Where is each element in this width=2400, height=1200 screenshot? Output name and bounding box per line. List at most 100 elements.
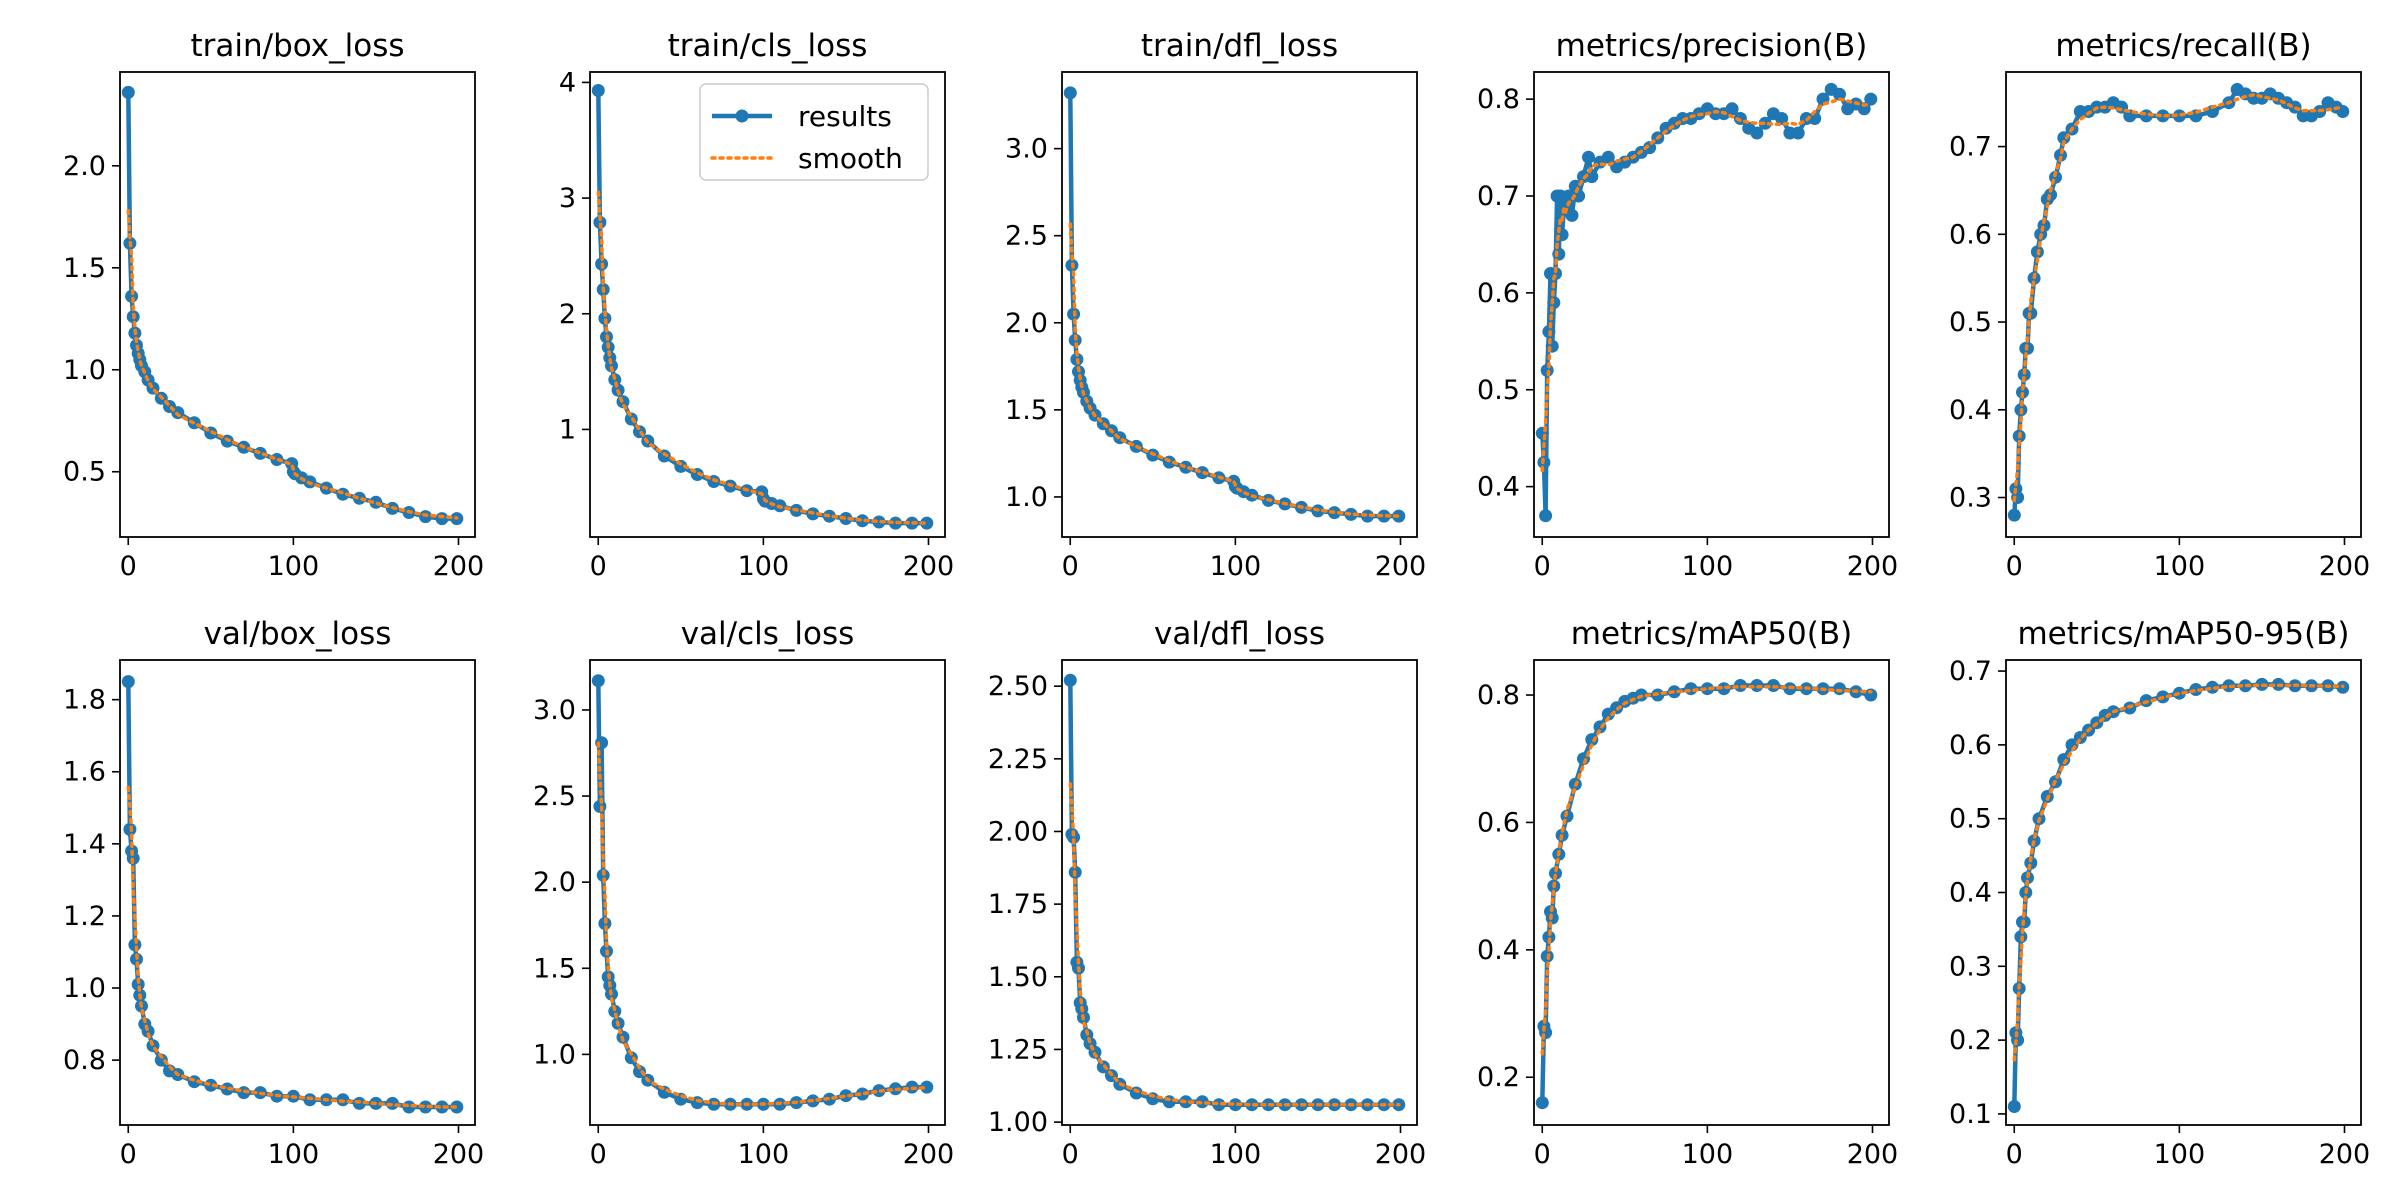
results-point [855,1087,869,1101]
y-tick-label: 0.5 [1949,804,1992,835]
y-tick-label: 2.0 [533,867,576,898]
y-tick-label: 0.5 [1477,375,1520,406]
y-tick-label: 0.6 [1477,807,1520,838]
results-point [872,515,886,529]
subplot-train-cls-loss: train/cls_loss 0 100 200 1 2 3 4 results smooth [559,28,954,582]
results-point [2156,109,2170,123]
results-point [1565,208,1579,222]
results-point [1129,1086,1143,1100]
legend-box [699,83,929,181]
results-point [608,1004,622,1018]
results-point [1572,189,1586,203]
y-tick-label: 0.6 [1949,730,1992,761]
y-tick-label: 0.7 [1949,132,1992,163]
results-point [1791,126,1805,140]
results-point [1601,150,1615,164]
results-point [1195,1095,1209,1109]
x-tick-label: 100 [268,1139,320,1170]
results-point [2054,148,2067,162]
y-tick-label: 1.0 [1005,482,1048,513]
subplot-metrics-map50-95-b-: metrics/mAP50-95(B) 0 100 200 0.1 0.2 0.3 0.4 0.… [1949,616,2370,1170]
results-point [1717,682,1731,696]
results-point [2172,109,2186,123]
results-point [1864,92,1878,106]
x-tick-label: 100 [2154,551,2206,582]
x-tick-label: 100 [738,1139,790,1170]
plot-frame [589,71,946,538]
results-point [2017,368,2031,382]
y-tick-label: 0.3 [1949,483,1992,514]
legend: results smooth [699,83,929,181]
results-point [1775,112,1789,125]
x-tick-label: 0 [2006,551,2023,582]
x-tick-label: 0 [2006,1139,2023,1170]
x-tick-label: 200 [1847,551,1899,582]
y-tick-label: 2.5 [533,781,576,812]
y-tick-label: 2.25 [988,744,1048,775]
subplot-metrics-precision-b-: metrics/precision(B) 0 100 200 0.4 0.5 0.6 0.7 0… [1477,28,1898,582]
y-tick-label: 2.50 [988,671,1048,702]
x-tick-label: 200 [903,1139,955,1170]
y-tick-label: 0.7 [1477,181,1520,212]
x-tick-label: 200 [433,1139,485,1170]
results-point [1582,150,1595,164]
y-tick-label: 1.50 [988,962,1048,993]
y-tick-label: 0.2 [1949,1025,1992,1056]
y-tick-label: 1.25 [988,1034,1048,1065]
subplot-title: train/dfl_loss [1141,28,1338,64]
y-tick-label: 4 [559,67,576,98]
results-point [1542,930,1556,944]
results-point [1245,1098,1259,1112]
y-tick-label: 1.5 [63,253,106,284]
results-point [1725,102,1739,116]
results-point [1864,688,1878,702]
y-tick-label: 1.0 [63,355,106,386]
y-tick-label: 1 [559,414,576,445]
subplot-title: val/dfl_loss [1154,616,1325,652]
results-point [2205,105,2219,118]
results-point [2222,679,2236,693]
subplot-title: train/box_loss [190,28,404,64]
results-point [419,1100,432,1114]
smooth-line [1068,222,1401,518]
y-tick-label: 0.8 [1477,680,1520,711]
x-tick-label: 0 [590,1139,607,1170]
plot-frame [1061,71,1418,538]
y-tick-label: 1.6 [63,757,106,788]
plot-frame [2005,659,2362,1126]
results-point [385,1096,399,1110]
results-point [1063,673,1077,687]
y-tick-label: 1.5 [533,953,576,984]
y-tick-label: 2.00 [988,816,1048,847]
results-point [154,1053,168,1067]
results-point [1808,112,1822,125]
y-tick-label: 0.5 [63,457,106,488]
y-tick-label: 0.8 [63,1045,106,1076]
results-point [1549,866,1562,880]
x-tick-label: 100 [268,551,320,582]
results-point [131,977,145,991]
plot-frame [1061,659,1418,1126]
y-tick-label: 1.75 [988,889,1048,920]
smooth-line [596,190,929,525]
subplot-val-dfl-loss: val/dfl_loss 0 100 200 1.00 1.25 1.50 1.75 2.00 2… [988,616,1426,1170]
results-point [1377,509,1391,523]
y-tick-label: 3.0 [1005,134,1048,165]
y-tick-label: 2.0 [63,151,106,182]
x-tick-label: 200 [2319,551,2371,582]
y-tick-label: 3.0 [533,695,576,726]
y-tick-label: 2.5 [1005,221,1048,252]
y-tick-label: 0.8 [1477,84,1520,115]
y-tick-label: 1.00 [988,1107,1048,1138]
results-point [2205,680,2219,694]
y-tick-label: 0.6 [1949,219,1992,250]
legend-results-marker [735,109,749,123]
results-point [605,359,618,373]
y-tick-label: 1.0 [533,1039,576,1070]
legend-results-label: results [798,100,892,133]
subplot-title: metrics/precision(B) [1556,28,1868,64]
smooth-line [126,785,459,1109]
x-tick-label: 0 [120,1139,137,1170]
results-point [593,215,607,229]
results-point [657,449,671,463]
